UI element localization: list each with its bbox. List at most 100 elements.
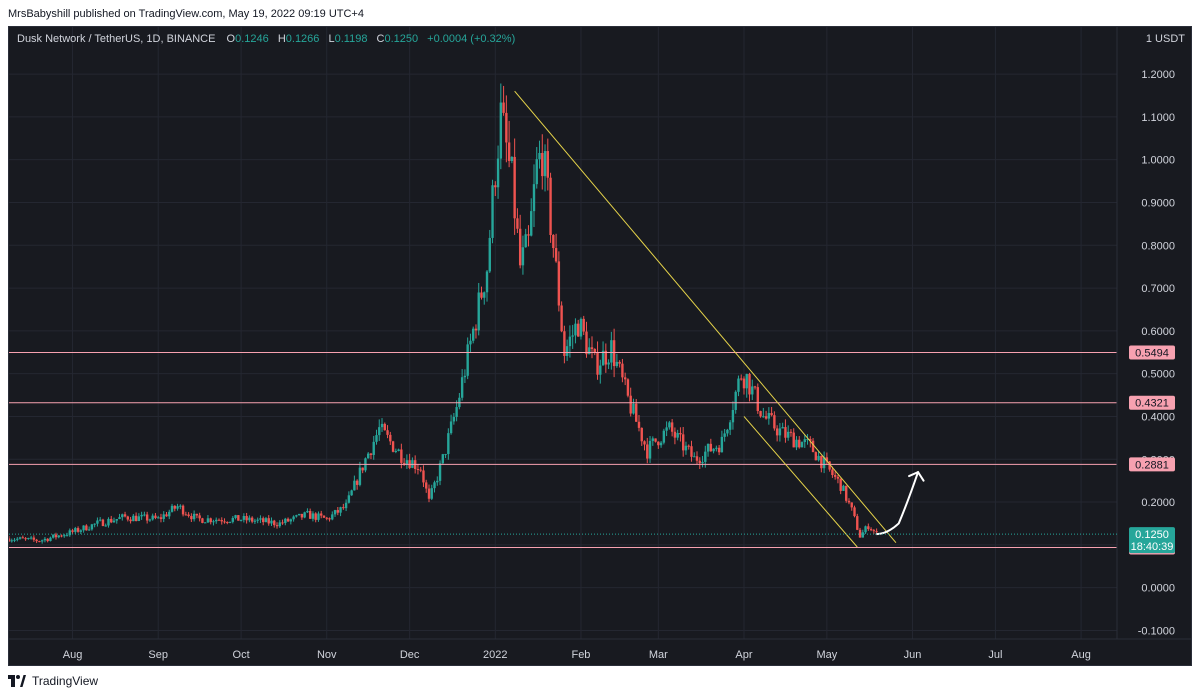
- candle-body: [637, 421, 641, 428]
- candle-body: [355, 480, 359, 485]
- candle-body: [54, 534, 58, 538]
- candle-body: [786, 431, 790, 438]
- y-tick-label: 0.5000: [1141, 369, 1175, 381]
- candle-body: [615, 361, 619, 367]
- time-axis[interactable]: Aug Sep Oct Nov Dec 2022 Feb Mar Apr May Jun Jul Aug: [63, 649, 1091, 661]
- candle-body: [82, 525, 85, 531]
- candle-body: [436, 480, 439, 483]
- candle-body: [192, 513, 196, 520]
- high-label: H: [278, 33, 286, 45]
- candle-body: [629, 395, 632, 414]
- x-tick-label: Jul: [988, 649, 1002, 661]
- candle-body: [157, 517, 160, 519]
- low-value: 0.1198: [335, 33, 368, 45]
- candle-body: [264, 518, 268, 523]
- candle-body: [770, 413, 773, 416]
- candle-body: [328, 518, 331, 520]
- candle-body: [378, 427, 381, 436]
- candle-body: [751, 386, 754, 395]
- candle-body: [635, 403, 638, 422]
- y-tick-label: 0.4000: [1141, 411, 1175, 423]
- publisher-caption: MrsBabyshill published on TradingView.co…: [8, 8, 364, 20]
- candle-body: [65, 535, 69, 537]
- candle-body: [593, 349, 596, 353]
- candle-body: [190, 516, 193, 520]
- price-chart[interactable]: 1.2000 1.1000 1.0000 0.9000 0.8000 0.7000 0.60…: [9, 27, 1191, 665]
- y-tick-label: -0.1000: [1138, 625, 1175, 637]
- candle-body: [306, 510, 309, 513]
- tradingview-logo-icon: [8, 675, 26, 687]
- candle-body: [29, 537, 33, 539]
- candle-body: [532, 184, 536, 212]
- candle-body: [201, 518, 204, 523]
- candle-body: [502, 102, 505, 113]
- candle-body: [256, 519, 259, 521]
- candle-body: [220, 520, 223, 522]
- level-badge: [1129, 395, 1175, 410]
- candle-body: [173, 505, 176, 509]
- candle-body: [590, 347, 594, 350]
- candle-body: [684, 445, 688, 451]
- trend-line: [743, 416, 858, 548]
- candle-body: [215, 519, 218, 522]
- candle-body: [632, 403, 635, 414]
- chart-panel[interactable]: 1.2000 1.1000 1.0000 0.9000 0.8000 0.7000 0.60…: [8, 26, 1192, 666]
- candle-body: [543, 151, 547, 177]
- candle-body: [98, 519, 102, 521]
- candle-body: [505, 112, 508, 143]
- candle-body: [571, 335, 574, 337]
- candle-body: [676, 432, 679, 438]
- projection-arrowhead: [908, 470, 925, 482]
- candle-body: [623, 377, 627, 380]
- candle-body: [184, 514, 188, 516]
- candle-body: [494, 185, 497, 188]
- brand-name: TradingView: [32, 674, 99, 688]
- candle-body: [165, 514, 168, 517]
- candle-body: [284, 518, 287, 524]
- candle-body: [474, 328, 478, 331]
- candle-body: [809, 439, 812, 441]
- candle-body: [18, 537, 22, 539]
- candle-body: [576, 323, 580, 337]
- candle-body: [833, 475, 837, 477]
- candle-body: [767, 413, 771, 419]
- candle-body: [452, 416, 456, 422]
- candle-body: [463, 375, 467, 378]
- level-badge-label: 0.5494: [1135, 348, 1169, 360]
- candle-body: [626, 379, 630, 396]
- candle-body: [781, 427, 784, 429]
- candle-body: [662, 430, 666, 443]
- candle-body: [806, 439, 809, 441]
- level-badge: [1129, 457, 1175, 472]
- candle-body: [176, 506, 179, 509]
- candle-body: [43, 538, 47, 541]
- candle-body: [52, 534, 55, 538]
- candle-body: [331, 514, 334, 520]
- candle-body: [563, 331, 566, 356]
- candle-body: [728, 422, 732, 430]
- candle-body: [693, 456, 696, 458]
- candle-body: [140, 514, 143, 517]
- candle-body: [262, 518, 265, 523]
- candle-body: [71, 530, 74, 532]
- level-badge-label: 0.4321: [1135, 398, 1169, 410]
- y-tick-label: 0.2000: [1141, 497, 1175, 509]
- candle-body: [709, 443, 713, 452]
- candle-body: [90, 524, 94, 530]
- candle-body: [510, 156, 514, 161]
- candle-body: [187, 514, 190, 517]
- candle-body: [433, 482, 436, 489]
- candle-body: [134, 515, 138, 522]
- candle-body: [753, 386, 757, 388]
- candle-body: [32, 537, 36, 540]
- candle-body: [10, 540, 13, 542]
- candle-body: [775, 428, 779, 436]
- candle-body: [610, 340, 613, 363]
- candle-body: [668, 422, 671, 428]
- x-tick-label: Nov: [317, 649, 337, 661]
- candle-body: [250, 517, 254, 522]
- price-axis[interactable]: 1.2000 1.1000 1.0000 0.9000 0.8000 0.7000 0.60…: [1138, 69, 1175, 637]
- candle-body: [170, 505, 174, 512]
- candle-body: [789, 431, 793, 433]
- x-tick-label: Apr: [735, 649, 752, 661]
